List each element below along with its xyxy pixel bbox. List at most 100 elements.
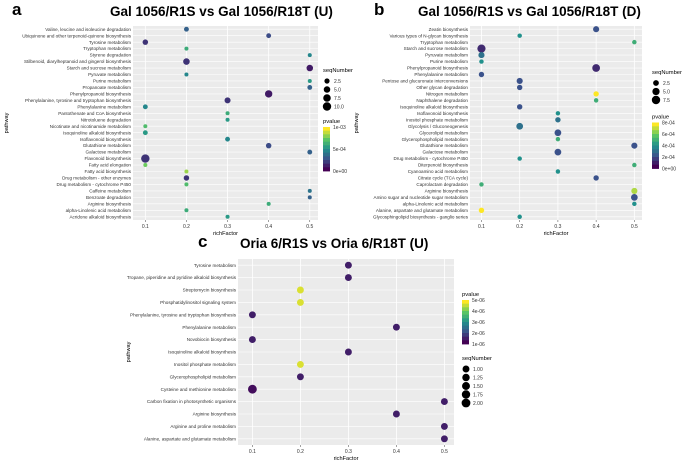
data-point — [296, 298, 304, 306]
pathway-label: Tropane, piperidine and pyridine alkaloi… — [127, 275, 237, 280]
size-legend-dot — [462, 373, 470, 382]
data-point — [307, 149, 313, 155]
data-point — [344, 348, 352, 356]
colorbar-segment — [323, 160, 330, 165]
x-axis-title: richFactor — [213, 231, 238, 237]
colorbar-segment — [462, 333, 469, 338]
pathway-label: Inositol phosphate metabolism — [174, 362, 236, 367]
data-point — [631, 187, 638, 194]
colorbar-segment — [462, 336, 469, 341]
data-point — [184, 169, 189, 174]
y-axis-title: pathway — [126, 341, 132, 362]
pathway-label: Diterpenoid biosynthesis — [418, 163, 469, 168]
data-point — [344, 274, 352, 282]
colorbar-segment — [462, 318, 469, 323]
pathway-label: alpha-Linolenic acid metabolism — [403, 201, 469, 206]
size-legend-dot — [461, 398, 471, 408]
data-point — [224, 97, 231, 104]
colorbar-label: 5e-04 — [333, 147, 346, 153]
x-tick-label: 0.1 — [478, 224, 485, 230]
pathway-label: Glycerophospholipid metabolism — [402, 137, 469, 142]
colorbar-segment — [652, 157, 659, 162]
data-point — [517, 33, 522, 38]
pathway-label: Arginine biosynthesis — [88, 201, 132, 206]
colorbar-segment — [323, 163, 330, 168]
data-point — [516, 122, 524, 130]
x-tick-label: 0.3 — [554, 224, 561, 230]
data-point — [517, 156, 522, 161]
colorbar-label: 3e-06 — [472, 320, 485, 326]
panel-label-b: b — [374, 0, 385, 19]
data-point — [184, 208, 189, 213]
data-point — [266, 201, 271, 206]
x-axis-title: richFactor — [334, 456, 359, 461]
data-point — [225, 214, 230, 219]
data-point — [265, 142, 272, 149]
data-point — [516, 84, 523, 91]
size-legend-label: 1.25 — [473, 375, 483, 381]
size-legend-label: 5.0 — [334, 87, 341, 93]
pathway-label: Fatty acid biosynthesis — [85, 169, 132, 174]
colorbar-segment — [323, 152, 330, 157]
colorbar-segment — [462, 329, 469, 334]
panel-label-a: a — [12, 0, 22, 19]
pathway-label: Starch and sucrose metabolism — [67, 66, 132, 71]
data-point — [392, 410, 400, 418]
pathway-label: Pyruvate metabolism — [425, 53, 468, 58]
colorbar-segment — [652, 126, 659, 131]
size-legend-label: 2.5 — [334, 79, 341, 85]
x-tick-label: 0.2 — [516, 224, 523, 230]
pathway-label: Tyrosine metabolism — [194, 263, 236, 268]
size-legend-label: 1.75 — [473, 392, 483, 398]
colorbar-label: 0e+00 — [662, 166, 676, 172]
colorbar-segment — [462, 300, 469, 305]
pathway-label: Styrene degradation — [90, 53, 132, 58]
pathway-label: Nitrogen metabolism — [426, 92, 468, 97]
pathway-label: Nicotinate and nicotinamide metabolism — [50, 124, 131, 129]
pathway-label: Novobiocin biosynthesis — [187, 337, 237, 342]
pathway-label: Glycosphingolipid biosynthesis - ganglio… — [373, 214, 469, 219]
pathway-label: Isoquinoline alkaloid biosynthesis — [400, 104, 469, 109]
pathway-label: Starch and sucrose metabolism — [404, 46, 469, 51]
pathway-label: Carbon fixation in photosynthetic organi… — [147, 399, 237, 404]
data-point — [555, 169, 561, 174]
data-point — [225, 111, 230, 116]
x-tick-label: 0.2 — [183, 224, 190, 230]
color-legend-title: pvalue — [462, 292, 479, 298]
pathway-label: Pentose and glucuronate interconversions — [382, 79, 469, 84]
size-legend-dot — [462, 365, 470, 373]
data-point — [141, 154, 150, 163]
data-point — [555, 117, 561, 123]
data-point — [631, 142, 638, 149]
data-point — [225, 136, 230, 142]
color-legend-title: pvalue — [652, 115, 669, 121]
pathway-label: Isoflavonoid biosynthesis — [417, 111, 469, 116]
pathway-label: Propanoate metabolism — [82, 85, 131, 90]
data-point — [593, 26, 600, 33]
x-axis-title: richFactor — [544, 231, 569, 237]
x-tick-label: 0.2 — [297, 449, 304, 455]
pathway-label: Glycerolipid metabolism — [419, 130, 468, 135]
pathway-label: Streptomycin biosynthesis — [183, 288, 237, 293]
pathway-label: Citrate cycle (TCA cycle) — [418, 176, 469, 181]
data-point — [630, 194, 638, 201]
pathway-label: Caprolactam degradation — [416, 182, 468, 187]
data-point — [248, 311, 256, 319]
size-legend-title: seqNumber — [323, 68, 353, 74]
size-legend-dot — [651, 95, 661, 105]
x-tick-label: 0.5 — [441, 449, 448, 455]
pathway-label: Benzoate degradation — [86, 195, 131, 200]
pathway-label: Galactose metabolism — [423, 150, 469, 155]
pathway-label: Inositol phosphate metabolism — [406, 117, 468, 122]
data-point — [478, 52, 485, 59]
pathway-label: Glycerophospholipid metabolism — [170, 374, 237, 379]
pathway-label: Pantothenate and CoA biosynthesis — [58, 111, 131, 116]
data-point — [307, 188, 312, 193]
x-tick-label: 0.4 — [593, 224, 600, 230]
size-legend-dot — [323, 94, 331, 102]
pathway-label: Various types of N-glycan biosynthesis — [389, 33, 468, 38]
colorbar-segment — [323, 127, 330, 132]
pathway-label: Glutathione metabolism — [83, 143, 131, 148]
data-point — [478, 71, 485, 78]
colorbar-segment — [652, 122, 659, 127]
